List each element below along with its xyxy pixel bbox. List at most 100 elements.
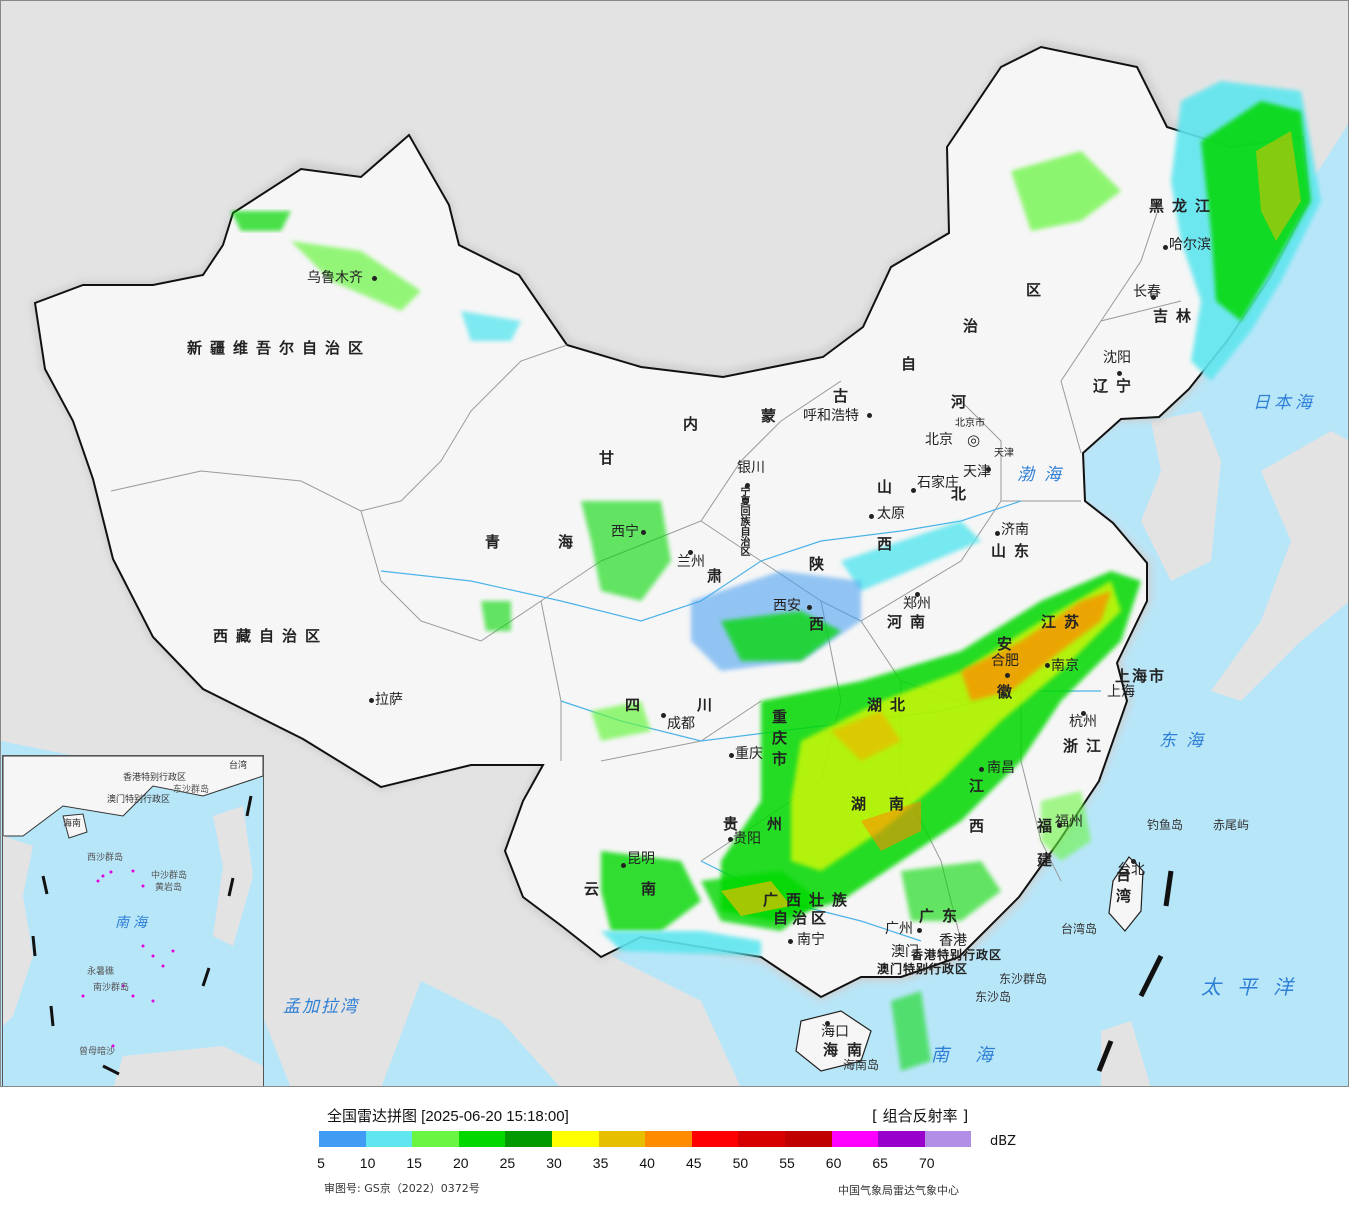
scale-swatch <box>598 1131 646 1147</box>
city-dot <box>1057 823 1062 828</box>
city-dot <box>911 488 916 493</box>
inset-islands <box>81 869 175 1048</box>
province-chongqing: 重庆市 <box>770 709 788 772</box>
city-haikou[interactable]: 海口 <box>821 1024 849 1040</box>
city-chengdu[interactable]: 成都 <box>667 716 695 732</box>
city-beijing-small: 北京市 <box>955 418 985 429</box>
scale-swatch <box>412 1131 459 1147</box>
province-liaoning: 辽宁 <box>1093 377 1140 395</box>
province-shanxi-1: 山 <box>877 478 901 496</box>
city-tianjin[interactable]: 天津 <box>963 464 991 480</box>
inset-nansha: 南沙群岛 <box>93 983 130 993</box>
city-hefei[interactable]: 合肥 <box>991 653 1019 669</box>
city-dot <box>915 592 920 597</box>
city-zhengzhou[interactable]: 郑州 <box>903 596 931 612</box>
city-taibei[interactable]: 台北 <box>1117 862 1145 878</box>
province-xinjiang: 新疆维吾尔自治区 <box>187 339 372 357</box>
city-haerbin[interactable]: 哈尔滨 <box>1169 237 1211 253</box>
city-shenyang[interactable]: 沈阳 <box>1103 350 1131 366</box>
city-chongqing[interactable]: 重庆 <box>735 746 763 762</box>
city-fuzhou[interactable]: 福州 <box>1055 814 1083 830</box>
radar-map[interactable]: 新疆维吾尔自治区 西藏自治区 青 海 内 蒙 古 自 治 区 黑龙江 吉林 辽宁… <box>0 0 1349 1087</box>
province-shaanxi-1: 陕 <box>809 555 833 573</box>
province-guizhou-2: 州 <box>767 815 791 833</box>
city-jinan[interactable]: 济南 <box>1001 522 1029 538</box>
foreign-land-japan <box>1211 431 1348 701</box>
city-xian[interactable]: 西安 <box>773 598 801 614</box>
city-nanjing[interactable]: 南京 <box>1051 658 1079 674</box>
legend-panel: 全国雷达拼图 [2025-06-20 15:18:00] [ 组合反射率 ] d… <box>0 1087 1349 1208</box>
city-dot <box>788 939 793 944</box>
city-shanghai[interactable]: 上海 <box>1107 684 1135 700</box>
city-xining[interactable]: 西宁 <box>611 524 639 540</box>
city-dot <box>986 467 991 472</box>
city-urumqi[interactable]: 乌鲁木齐 <box>307 270 363 286</box>
city-nanchang[interactable]: 南昌 <box>987 760 1015 776</box>
province-yunnan-2: 南 <box>641 880 665 898</box>
city-yinchuan[interactable]: 银川 <box>737 460 765 476</box>
province-qinghai-1: 青 <box>485 533 509 551</box>
province-shanxi-2: 西 <box>877 535 901 553</box>
province-anhui-1: 安 <box>997 635 1021 653</box>
province-henan: 河南 <box>887 613 934 631</box>
city-lanzhou[interactable]: 兰州 <box>677 554 705 570</box>
province-neimenggu-3: 古 <box>833 387 857 405</box>
inset-huangyan: 黄岩岛 <box>155 883 183 893</box>
city-guiyang[interactable]: 贵阳 <box>733 831 761 847</box>
island-chiwei: 赤尾屿 <box>1213 818 1250 832</box>
echo-fujian <box>1041 791 1091 861</box>
south-china-sea-inset[interactable]: 南海 西沙群岛 中沙群岛 黄岩岛 南沙群岛 永暑礁 曾母暗沙 海南 香港特别行政… <box>2 755 264 1086</box>
scale-tick-label: 50 <box>732 1155 749 1171</box>
city-dot <box>728 837 733 842</box>
foreign-land-sea <box>421 901 741 1086</box>
echo-guangxi-yellow <box>721 881 791 916</box>
scale-swatch <box>458 1131 506 1147</box>
city-dot <box>661 713 666 718</box>
city-beijing-star: ◎ <box>967 431 981 449</box>
inset-xisha: 西沙群岛 <box>87 853 124 863</box>
city-beijing[interactable]: 北京 <box>925 432 953 448</box>
province-hunan-2: 南 <box>889 795 913 813</box>
city-taiyuan[interactable]: 太原 <box>877 506 905 522</box>
city-shijiazhuang[interactable]: 石家庄 <box>917 475 959 491</box>
city-guangzhou[interactable]: 广州 <box>885 921 913 937</box>
city-huhehaote[interactable]: 呼和浩特 <box>803 408 859 424</box>
city-changchun[interactable]: 长春 <box>1133 284 1161 300</box>
city-nanning[interactable]: 南宁 <box>797 932 825 948</box>
province-sichuan-1: 四 <box>625 696 649 714</box>
inset-taiwan: 台湾 <box>229 761 248 771</box>
inset-hainan <box>62 813 88 839</box>
scale-tick-label: 40 <box>639 1155 655 1171</box>
echo-yunnan <box>601 851 701 931</box>
city-xianggang[interactable]: 香港 <box>939 933 967 949</box>
scale-tick-label: 25 <box>499 1155 516 1171</box>
city-dot <box>745 483 750 488</box>
maritime-boundary <box>1096 870 1174 1072</box>
province-gansu-2: 肃 <box>707 567 731 585</box>
sea-nanhai: 南海 <box>931 1045 1019 1066</box>
city-dot <box>621 863 626 868</box>
map-canvas <box>1 1 1348 1086</box>
city-dot <box>641 530 646 535</box>
scale-swatch <box>551 1131 599 1147</box>
city-kunming[interactable]: 昆明 <box>627 851 655 867</box>
city-aomen[interactable]: 澳门 <box>891 944 919 960</box>
city-lhasa[interactable]: 拉萨 <box>375 692 403 708</box>
province-neimenggu-6: 区 <box>1026 281 1050 299</box>
province-qinghai-2: 海 <box>558 533 582 551</box>
echo-anhui-orange <box>961 591 1111 701</box>
scale-tick-label: 15 <box>406 1155 422 1171</box>
legend-product: [ 组合反射率 ] <box>872 1107 969 1125</box>
scale-tick-label: 70 <box>919 1155 935 1171</box>
inset-dashline <box>31 795 253 1076</box>
scale-swatch <box>924 1131 972 1147</box>
city-hangzhou[interactable]: 杭州 <box>1069 714 1097 730</box>
sea-mengjiala: 孟加拉湾 <box>283 997 359 1017</box>
echo-ne-west <box>1011 151 1121 231</box>
inset-hk: 香港特别行政区 <box>123 773 187 783</box>
scale-swatch <box>878 1131 925 1147</box>
scale-tick-label: 10 <box>359 1155 376 1171</box>
city-dot <box>688 550 693 555</box>
inset-hainan-label: 海南 <box>63 819 82 829</box>
echo-shaanxi-green <box>721 611 841 661</box>
